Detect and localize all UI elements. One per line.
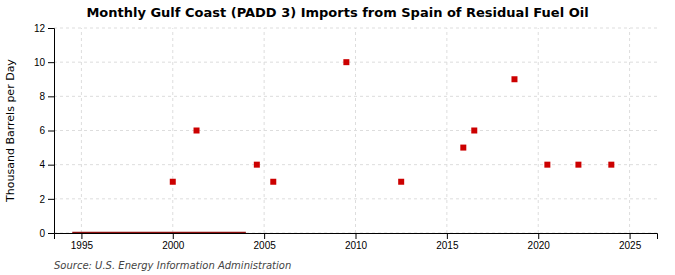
x-tick: 2015 bbox=[436, 233, 459, 251]
y-tick-label: 0 bbox=[39, 228, 45, 239]
grid-line-y bbox=[54, 130, 657, 131]
x-tick: 2000 bbox=[162, 233, 185, 251]
point bbox=[471, 128, 477, 134]
x-tick-label: 2015 bbox=[436, 240, 459, 251]
point bbox=[544, 162, 550, 168]
title: Monthly Gulf Coast (PADD 3) Imports from… bbox=[86, 5, 588, 20]
grid-line-y bbox=[54, 164, 657, 165]
x-tick-label: 2000 bbox=[162, 240, 185, 251]
x-tick: 2020 bbox=[528, 233, 551, 251]
x-tick: 2010 bbox=[345, 233, 368, 251]
x-tick-mark bbox=[630, 233, 631, 239]
grid-line-y bbox=[54, 62, 657, 63]
grid-line-y bbox=[54, 28, 657, 29]
x-tick: 1995 bbox=[71, 233, 94, 251]
y-tick-mark bbox=[48, 28, 54, 29]
y-tick: 4 bbox=[39, 159, 54, 170]
y-tick-mark bbox=[48, 96, 54, 97]
point bbox=[254, 162, 260, 168]
x-tick-mark bbox=[173, 233, 174, 239]
x-axis: 1995 2000 2005 2010 2015 2020 2025 bbox=[55, 233, 658, 251]
x-tick: 2025 bbox=[619, 233, 642, 251]
x-tick-label: 2005 bbox=[254, 240, 277, 251]
y-tick-label: 8 bbox=[39, 91, 45, 102]
chart: 1995 2000 2005 2010 2015 2020 2025 0 2 4 6 8 10 12 Mon… bbox=[0, 0, 675, 275]
grid bbox=[54, 28, 657, 233]
y-tick-mark bbox=[48, 165, 54, 166]
x-axis-line bbox=[55, 234, 658, 240]
y-tick: 2 bbox=[39, 194, 54, 205]
x-tick-mark bbox=[264, 233, 265, 239]
y-axis-title: Thousand Barrels per Day bbox=[4, 59, 17, 203]
x-tick-mark bbox=[356, 233, 357, 239]
x-tick-mark bbox=[447, 233, 448, 239]
y-axis: 0 2 4 6 8 10 12 bbox=[34, 23, 55, 239]
x-tick-mark bbox=[81, 233, 82, 239]
y-tick: 10 bbox=[34, 57, 54, 68]
x-tick-label: 2020 bbox=[528, 240, 551, 251]
point bbox=[575, 162, 581, 168]
point bbox=[343, 59, 349, 65]
y-tick: 8 bbox=[39, 91, 54, 102]
point bbox=[511, 76, 517, 82]
y-tick-mark bbox=[48, 62, 54, 63]
grid-line-x bbox=[629, 28, 630, 233]
x-tick-mark bbox=[538, 233, 539, 239]
x-tick-label: 2025 bbox=[619, 240, 642, 251]
y-axis-line bbox=[48, 29, 55, 234]
y-tick: 6 bbox=[39, 125, 54, 136]
y-tick-label: 6 bbox=[39, 125, 45, 136]
grid-line-x bbox=[81, 28, 82, 233]
grid-line-x bbox=[538, 28, 539, 233]
x-tick: 2005 bbox=[254, 233, 277, 251]
y-tick-label: 10 bbox=[34, 57, 46, 68]
y-tick-mark bbox=[48, 233, 54, 234]
y-tick: 0 bbox=[39, 228, 54, 239]
point bbox=[194, 128, 200, 134]
grid-line-x bbox=[172, 28, 173, 233]
y-tick-mark bbox=[48, 199, 54, 200]
point bbox=[398, 179, 404, 185]
plot-area bbox=[72, 59, 614, 233]
x-tick-label: 2010 bbox=[345, 240, 368, 251]
point bbox=[270, 179, 276, 185]
grid-line-y bbox=[54, 96, 657, 97]
y-tick-label: 12 bbox=[34, 23, 46, 34]
line bbox=[72, 232, 246, 233]
grid-line-y bbox=[54, 198, 657, 199]
point bbox=[460, 145, 466, 151]
point bbox=[608, 162, 614, 168]
y-tick-label: 4 bbox=[39, 159, 45, 170]
x-tick-label: 1995 bbox=[71, 240, 94, 251]
y-tick: 12 bbox=[34, 23, 54, 34]
point bbox=[170, 179, 176, 185]
y-tick-mark bbox=[48, 131, 54, 132]
annotation: Source: U.S. Energy Information Administ… bbox=[54, 260, 291, 271]
y-tick-label: 2 bbox=[39, 194, 45, 205]
